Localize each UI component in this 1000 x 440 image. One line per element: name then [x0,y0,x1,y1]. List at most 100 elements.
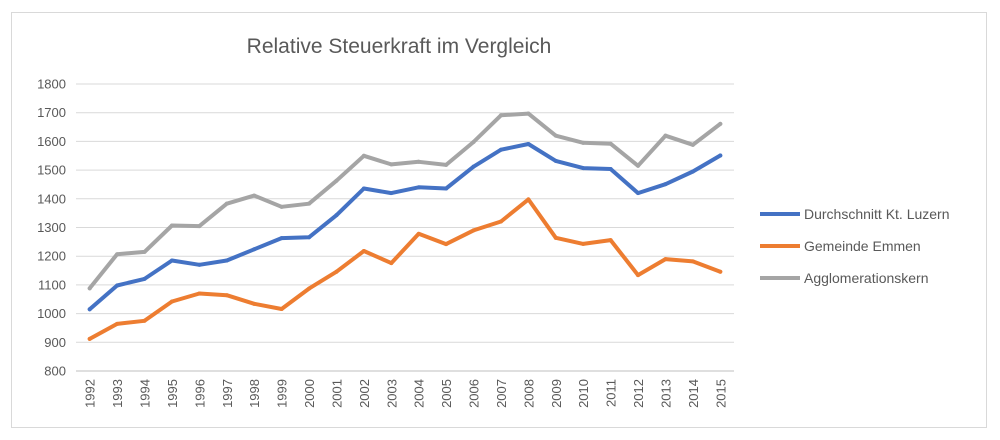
data-point [87,336,92,341]
data-point [307,235,312,240]
series-line [87,197,723,341]
legend-label: Agglomerationskern [804,270,929,286]
data-point [444,162,449,167]
data-point [115,321,120,326]
chart-title: Relative Steuerkraft im Vergleich [247,35,552,58]
data-point [553,235,558,240]
data-point [389,191,394,196]
data-point [608,141,613,146]
x-axis-ticks: 1992 1993 1994 1995 1996 1997 1998 1999 2000 2001… [83,379,729,408]
data-point [197,262,202,267]
y-tick-label: 900 [44,335,66,350]
data-point [498,147,503,152]
y-tick-label: 1300 [37,220,66,235]
data-point [169,299,174,304]
data-point [169,223,174,228]
x-tick-label: 2010 [576,379,591,408]
data-point [553,133,558,138]
data-point [526,197,531,202]
data-point [252,193,257,198]
data-point [115,252,120,257]
x-tick-label: 1994 [138,379,153,408]
x-tick-label: 1996 [192,379,207,408]
data-point [334,178,339,183]
data-point [608,166,613,171]
data-point [142,249,147,254]
x-tick-label: 2006 [467,379,482,408]
data-point [636,191,641,196]
x-tick-label: 2013 [658,379,673,408]
data-point [718,269,723,274]
data-point [471,164,476,169]
data-point [690,142,695,147]
data-point [636,163,641,168]
line-chart: Relative Steuerkraft im Vergleich 800 900… [37,35,950,408]
x-tick-label: 1999 [275,379,290,408]
x-tick-label: 2000 [302,379,317,408]
data-point [416,159,421,164]
x-tick-label: 1997 [220,379,235,408]
data-point [553,158,558,163]
x-tick-label: 2014 [686,379,701,408]
x-tick-label: 2015 [713,379,728,408]
legend-label: Gemeinde Emmen [804,238,921,254]
x-tick-label: 1998 [247,379,262,408]
y-tick-label: 1600 [37,134,66,149]
legend-label: Durchschnitt Kt. Luzern [804,206,950,222]
data-point [279,204,284,209]
data-point [142,276,147,281]
y-tick-label: 800 [44,364,66,379]
y-tick-label: 1100 [38,277,66,292]
data-point [252,247,257,252]
data-point [361,153,366,158]
x-tick-label: 2008 [521,379,536,408]
y-tick-label: 1500 [37,163,66,178]
data-point [169,258,174,263]
x-tick-label: 1992 [83,379,98,408]
data-point [307,201,312,206]
data-point [361,186,366,191]
data-point [581,241,586,246]
series-lines [87,111,723,341]
x-tick-label: 2012 [631,379,646,408]
data-point [416,231,421,236]
data-point [307,286,312,291]
data-point [526,111,531,116]
data-point [115,283,120,288]
data-point [279,236,284,241]
series-line [87,142,723,312]
data-point [444,242,449,247]
data-point [663,133,668,138]
y-tick-label: 1400 [37,191,66,206]
y-tick-label: 1200 [37,249,66,264]
data-point [663,257,668,262]
data-point [197,224,202,229]
x-tick-label: 2007 [494,379,509,408]
data-point [636,273,641,278]
data-point [224,258,229,263]
y-tick-label: 1800 [37,77,66,92]
data-point [581,140,586,145]
data-point [581,166,586,171]
x-tick-label: 2001 [329,379,344,408]
data-point [389,162,394,167]
data-point [608,238,613,243]
x-tick-label: 2011 [604,379,619,407]
data-point [389,261,394,266]
data-point [690,169,695,174]
data-point [663,182,668,187]
y-tick-label: 1700 [37,105,66,120]
data-point [444,186,449,191]
data-point [690,259,695,264]
x-tick-label: 2003 [384,379,399,408]
x-tick-label: 2009 [549,379,564,408]
data-point [224,201,229,206]
data-point [416,185,421,190]
y-tick-label: 1000 [37,306,66,321]
series-line [87,111,723,291]
data-point [498,113,503,118]
chart-container: Relative Steuerkraft im Vergleich 800 900… [11,12,987,428]
data-point [334,213,339,218]
data-point [718,121,723,126]
x-tick-label: 2004 [412,379,427,408]
